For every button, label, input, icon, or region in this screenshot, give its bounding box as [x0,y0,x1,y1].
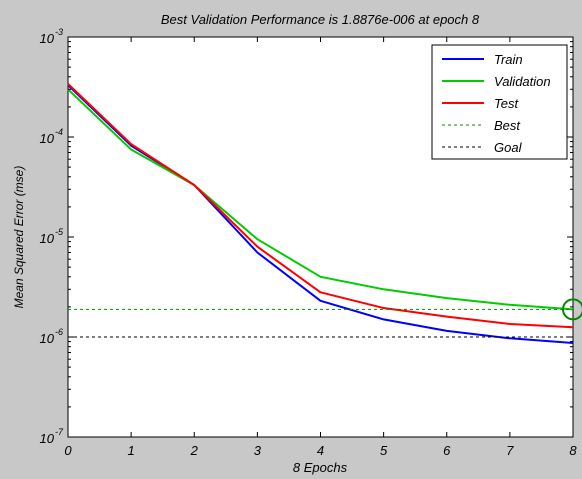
legend-label-test: Test [494,96,519,111]
best-epoch-marker [562,298,582,321]
x-tick-label: 2 [190,443,199,458]
x-axis-label: 8 Epochs [293,460,348,475]
series-lines [67,83,582,344]
y-tick-label: 10 [40,331,55,346]
y-tick-label: 10 [40,131,55,146]
x-tick-label: 7 [506,443,514,458]
x-tick-label: 6 [443,443,451,458]
y-tick-exponent: -6 [55,327,63,337]
y-tick-exponent: -4 [55,127,63,137]
y-tick-exponent: -7 [55,427,64,437]
x-tick-label: 8 [569,443,577,458]
legend-label-validation: Validation [494,74,551,89]
validation-line [67,88,574,311]
y-axis-label: Mean Squared Error (mse) [12,166,26,309]
y-tick-label: 10 [40,231,55,246]
legend-label-train: Train [494,52,523,67]
axis-ticks: 0 1 2 3 4 5 6 7 810-710-610-510-410-3 [40,27,578,458]
test-line [67,83,574,329]
legend-label-best: Best [494,118,521,133]
y-tick-label: 10 [40,431,55,446]
legend-label-goal: Goal [494,140,523,155]
x-tick-label: 4 [317,443,324,458]
y-tick-exponent: -5 [55,227,64,237]
y-tick-exponent: -3 [55,27,63,37]
legend: Train Validation Test Best Goal [431,44,568,160]
x-tick-label: 1 [128,443,135,458]
chart-title: Best Validation Performance is 1.8876e-0… [161,12,480,27]
y-tick-label: 10 [40,31,55,46]
x-tick-label: 0 [64,443,72,458]
x-tick-label: 3 [254,443,262,458]
x-tick-label: 5 [380,443,388,458]
